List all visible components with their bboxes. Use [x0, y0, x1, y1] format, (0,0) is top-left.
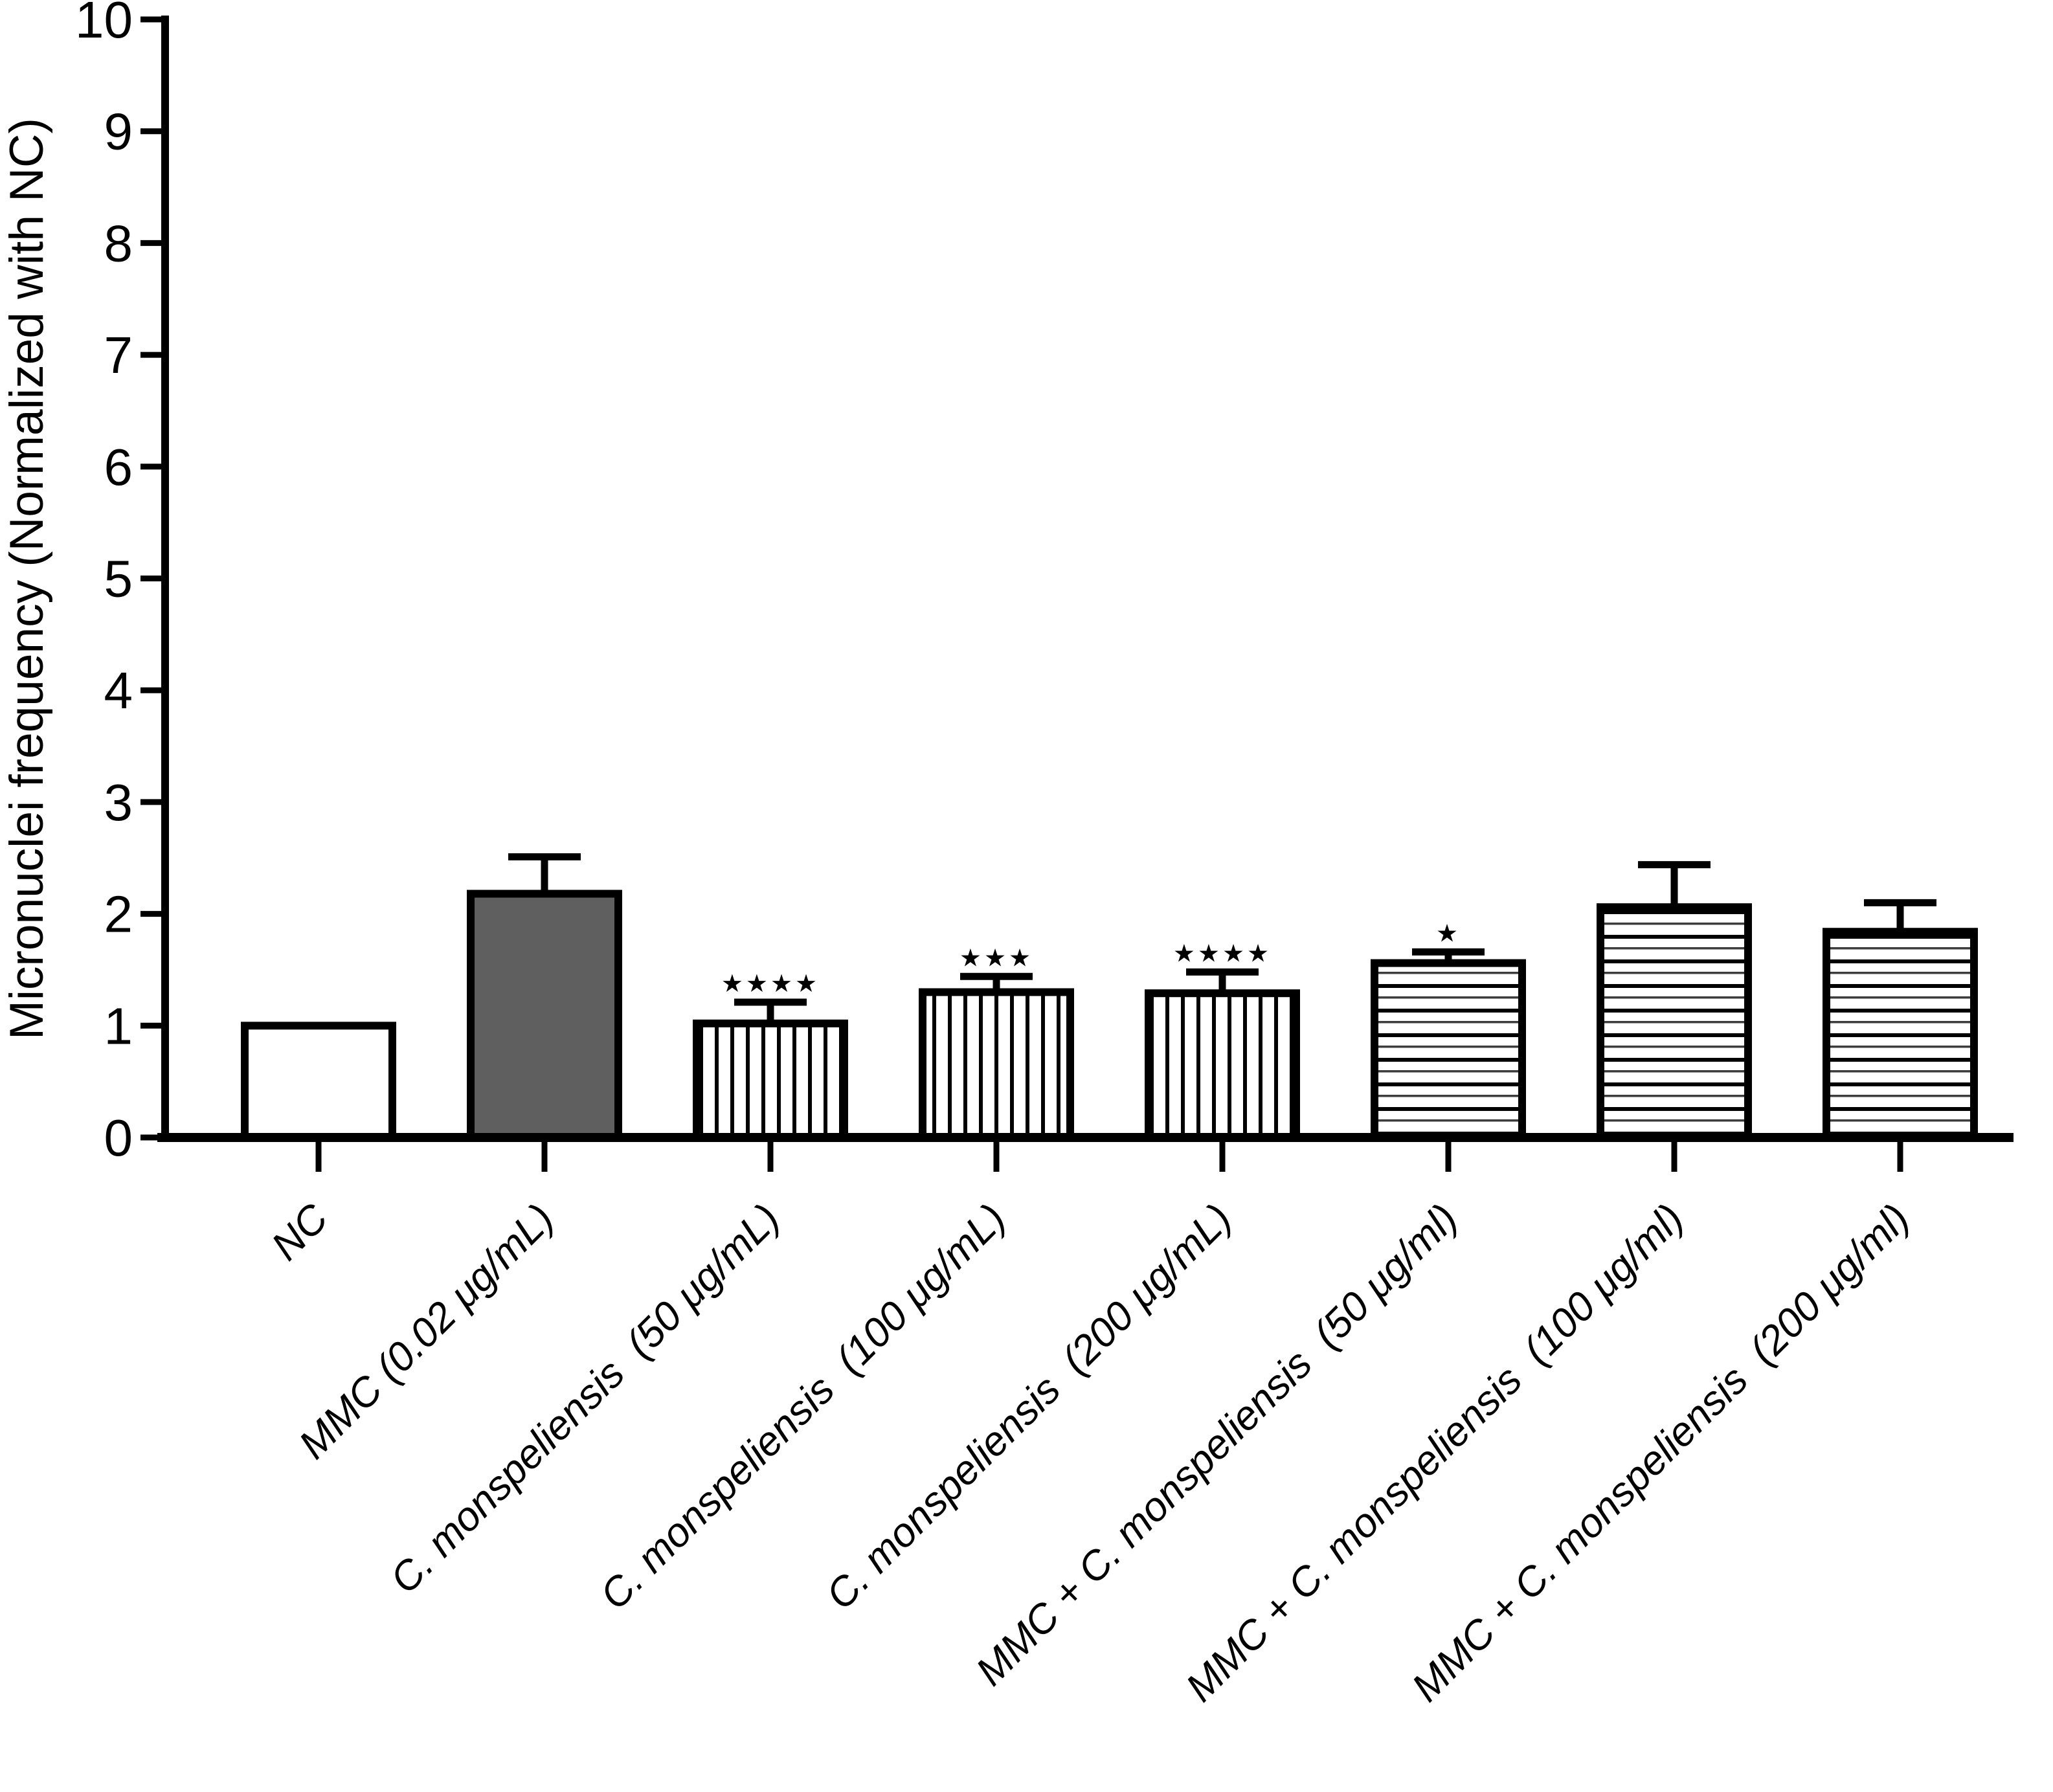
significance-stars: ★★★★: [721, 969, 820, 998]
bar: [1597, 903, 1752, 1142]
significance-stars: ★★★: [959, 943, 1033, 972]
y-tick-label: 5: [104, 550, 133, 608]
y-tick-label: 0: [104, 1109, 133, 1167]
y-tick-label: 2: [104, 886, 133, 943]
bar: [241, 1022, 396, 1142]
bar: [1145, 989, 1300, 1142]
y-tick-label: 3: [104, 774, 133, 831]
significance-stars: ★★★★: [1173, 939, 1272, 967]
y-tick-label: 10: [75, 0, 133, 49]
bar: [693, 1019, 848, 1141]
y-tick-label: 6: [104, 438, 133, 496]
y-tick-label: 9: [104, 103, 133, 161]
y-tick-label: 7: [104, 326, 133, 384]
bar: [1371, 959, 1526, 1141]
bar: [919, 988, 1074, 1141]
y-tick-label: 1: [104, 997, 133, 1055]
y-axis-title: Micronuclei frequency (Normalized with N…: [1, 118, 53, 1040]
y-tick-label: 8: [104, 214, 133, 272]
bar: [1823, 928, 1978, 1142]
significance-stars: ★: [1436, 919, 1461, 947]
bar: [467, 890, 622, 1142]
y-tick-label: 4: [104, 662, 133, 719]
